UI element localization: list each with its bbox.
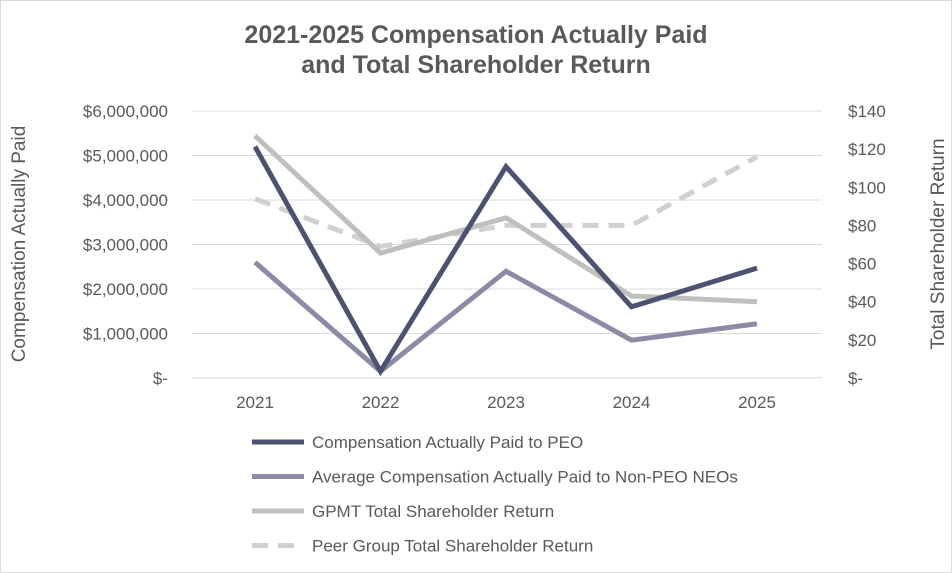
series-line-2 bbox=[253, 133, 758, 305]
right-tick-label: $- bbox=[848, 369, 863, 388]
legend-label-3: Peer Group Total Shareholder Return bbox=[312, 537, 593, 556]
series-line-1 bbox=[253, 260, 758, 375]
series-line-3 bbox=[254, 154, 759, 249]
left-tick-label: $3,000,000 bbox=[83, 236, 168, 255]
x-tick-label: 2025 bbox=[738, 393, 776, 412]
right-tick-label: $40 bbox=[848, 293, 876, 312]
left-axis-label: Compensation Actually Paid bbox=[9, 126, 30, 363]
legend-label-1: Average Compensation Actually Paid to No… bbox=[312, 468, 738, 487]
left-tick-label: $2,000,000 bbox=[83, 280, 168, 299]
series-lines bbox=[252, 133, 759, 377]
right-tick-label: $120 bbox=[848, 140, 886, 159]
left-tick-label: $4,000,000 bbox=[83, 191, 168, 210]
chart-title-line-2: and Total Shareholder Return bbox=[301, 51, 651, 79]
legend: Compensation Actually Paid to PEO Average… bbox=[252, 433, 738, 556]
x-tick-label: 2024 bbox=[613, 393, 651, 412]
right-tick-label: $60 bbox=[848, 255, 876, 274]
left-tick-label: $5,000,000 bbox=[83, 147, 168, 166]
left-tick-label: $1,000,000 bbox=[83, 325, 168, 344]
left-tick-label: $- bbox=[153, 369, 168, 388]
left-tick-label: $6,000,000 bbox=[83, 102, 168, 121]
x-tick-label: 2021 bbox=[236, 393, 274, 412]
x-tick-label: 2022 bbox=[362, 393, 400, 412]
legend-label-0: Compensation Actually Paid to PEO bbox=[312, 433, 583, 452]
right-axis-ticks: $- $20 $40 $60 $80 $100 $120 $140 bbox=[848, 102, 886, 388]
x-axis-ticks: 2021 2022 2023 2024 2025 bbox=[236, 393, 776, 412]
chart-title-line-1: 2021-2025 Compensation Actually Paid bbox=[244, 21, 707, 49]
right-axis-label: Total Shareholder Return bbox=[928, 138, 949, 349]
right-tick-label: $140 bbox=[848, 102, 886, 121]
x-tick-label: 2023 bbox=[487, 393, 525, 412]
right-tick-label: $20 bbox=[848, 331, 876, 350]
right-tick-label: $100 bbox=[848, 178, 886, 197]
left-axis-ticks: $- $1,000,000 $2,000,000 $3,000,000 $4,000,0… bbox=[83, 102, 168, 388]
legend-label-2: GPMT Total Shareholder Return bbox=[312, 502, 554, 521]
right-tick-label: $80 bbox=[848, 216, 876, 235]
gridlines bbox=[192, 110, 822, 379]
series-line-0 bbox=[252, 145, 758, 377]
